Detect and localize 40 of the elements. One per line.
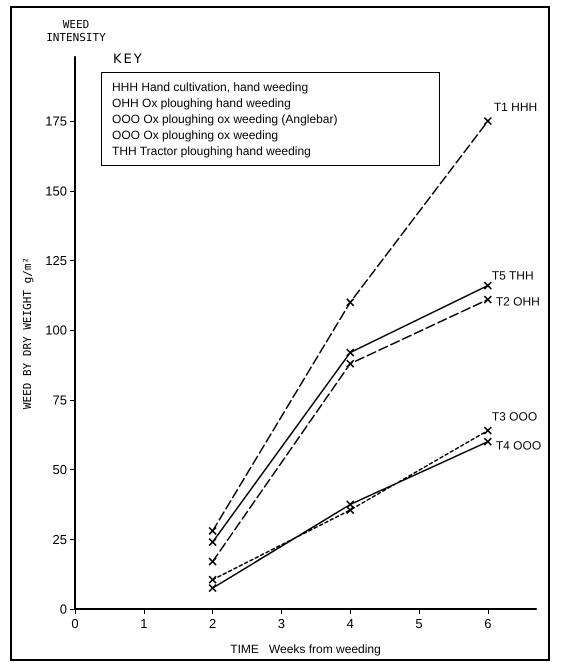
annotation: KEY [113, 52, 144, 67]
series-label: T4 OOO [496, 438, 542, 453]
series-label: T5 THH [492, 268, 534, 283]
annotation: HHH Hand cultivation, hand weeding [112, 79, 310, 95]
x-tick-label: 5 [415, 616, 423, 631]
point [208, 557, 217, 566]
x-tick-label: 4 [346, 616, 354, 631]
series-label: T1 HHH [494, 100, 538, 114]
y-tick-label: 75 [52, 392, 67, 408]
annotation: THH Tractor ploughing hand weeding [112, 143, 312, 159]
x-tick-label: 6 [484, 616, 492, 631]
y-tick-label: 150 [45, 183, 67, 198]
annotation: OHH Ox ploughing hand weeding [112, 95, 292, 111]
point [346, 298, 355, 307]
y-axis-title: WEED BY DRY WEIGHT g/m² [21, 256, 34, 410]
point [484, 116, 492, 126]
series-label: T2 OHH [496, 294, 540, 309]
text: WEED INTENSITY [45, 18, 107, 44]
point [484, 426, 492, 435]
annotation: OOO Ox ploughing ox weeding [112, 127, 280, 143]
y-tick-label: 125 [45, 253, 67, 268]
x-tick-label: 3 [278, 616, 286, 631]
point [208, 526, 217, 536]
x-axis-title: TIME Weeks from weeding [230, 642, 381, 656]
y-tick-label: 0 [60, 602, 67, 616]
x-tick-label: 1 [140, 616, 148, 631]
annotation: OOO Ox ploughing ox weeding (Anglebar) [112, 111, 338, 127]
x-tick-label: 2 [208, 616, 216, 631]
y-tick-label: 50 [52, 462, 67, 478]
point [346, 348, 355, 357]
point [484, 437, 492, 446]
y-tick-label: 175 [45, 114, 67, 129]
y-tick-label: 25 [52, 532, 67, 547]
y-tick-label: 100 [45, 322, 67, 338]
point [346, 359, 355, 368]
series-label: T3 OOO [492, 410, 538, 424]
point [484, 295, 492, 304]
point [484, 281, 492, 290]
point [208, 538, 217, 546]
x-tick-label: 0 [71, 616, 79, 631]
